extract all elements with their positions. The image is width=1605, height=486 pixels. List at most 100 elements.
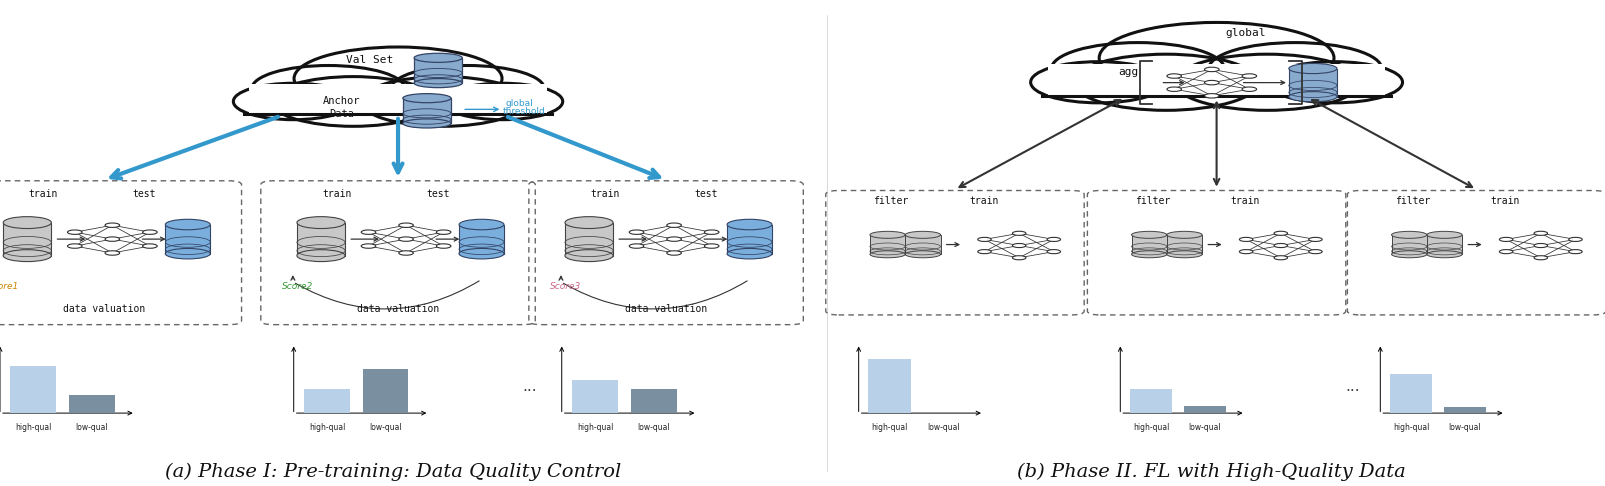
Text: (b) Phase II. FL with High-Quality Data: (b) Phase II. FL with High-Quality Data (1018, 463, 1406, 481)
Circle shape (361, 230, 376, 234)
Text: train: train (591, 189, 620, 199)
Text: filter: filter (873, 196, 908, 206)
FancyBboxPatch shape (1167, 235, 1202, 254)
Text: data valuation: data valuation (624, 304, 708, 314)
Circle shape (1242, 74, 1257, 78)
Ellipse shape (297, 250, 345, 261)
Ellipse shape (3, 250, 51, 261)
Circle shape (1013, 243, 1026, 247)
Circle shape (1499, 237, 1514, 242)
Text: train: train (1491, 196, 1520, 206)
Ellipse shape (1132, 251, 1167, 258)
Circle shape (977, 237, 992, 242)
Text: data valuation: data valuation (356, 304, 440, 314)
Circle shape (104, 223, 120, 227)
FancyBboxPatch shape (165, 225, 210, 254)
Circle shape (392, 66, 544, 112)
Circle shape (1209, 43, 1382, 95)
Text: high-qual: high-qual (308, 422, 345, 432)
Circle shape (104, 237, 120, 242)
Ellipse shape (1289, 92, 1337, 102)
Circle shape (666, 223, 682, 227)
Circle shape (361, 244, 376, 248)
Ellipse shape (565, 217, 613, 228)
Text: global: global (1225, 29, 1266, 38)
Circle shape (1308, 250, 1323, 254)
Ellipse shape (1392, 251, 1427, 258)
Circle shape (1568, 237, 1583, 242)
Circle shape (1534, 256, 1547, 260)
Text: test: test (133, 189, 156, 199)
Circle shape (361, 77, 525, 126)
Bar (573, 380, 618, 413)
Circle shape (666, 237, 682, 242)
Ellipse shape (565, 250, 613, 261)
Ellipse shape (414, 79, 462, 87)
Text: high-qual: high-qual (1393, 422, 1430, 432)
Text: threshold: threshold (502, 107, 546, 116)
FancyBboxPatch shape (870, 235, 905, 254)
Ellipse shape (905, 251, 941, 258)
Bar (305, 389, 350, 413)
Circle shape (1568, 250, 1583, 254)
Circle shape (666, 251, 682, 255)
FancyBboxPatch shape (459, 225, 504, 254)
FancyBboxPatch shape (403, 98, 451, 123)
Circle shape (1046, 237, 1061, 242)
Circle shape (1274, 231, 1287, 235)
Circle shape (1204, 94, 1220, 98)
Text: high-qual: high-qual (1133, 422, 1170, 432)
Ellipse shape (1289, 64, 1337, 73)
Circle shape (1030, 62, 1167, 103)
Text: Anchor: Anchor (323, 97, 361, 106)
Circle shape (1204, 80, 1220, 85)
Bar (1390, 374, 1432, 413)
Circle shape (1204, 67, 1220, 71)
Text: data valuation: data valuation (63, 304, 146, 314)
Ellipse shape (727, 248, 772, 259)
Circle shape (1099, 22, 1334, 93)
Circle shape (1046, 250, 1061, 254)
Text: ...: ... (1345, 379, 1361, 394)
Circle shape (1274, 243, 1287, 247)
Text: high-qual: high-qual (576, 422, 613, 432)
FancyBboxPatch shape (565, 223, 613, 256)
Circle shape (1239, 237, 1254, 242)
Circle shape (143, 230, 157, 234)
Text: global: global (506, 99, 533, 108)
Text: low-qual: low-qual (637, 422, 669, 432)
Text: high-qual: high-qual (14, 422, 51, 432)
FancyBboxPatch shape (414, 58, 462, 83)
Circle shape (629, 244, 644, 248)
Circle shape (1266, 62, 1403, 103)
FancyBboxPatch shape (249, 85, 547, 114)
Ellipse shape (403, 119, 451, 128)
Text: low-qual: low-qual (1189, 422, 1221, 432)
Circle shape (252, 66, 404, 112)
Bar (868, 360, 910, 413)
FancyBboxPatch shape (297, 223, 345, 256)
Text: (a) Phase I: Pre-training: Data Quality Control: (a) Phase I: Pre-training: Data Quality … (165, 463, 621, 481)
Text: low-qual: low-qual (75, 422, 108, 432)
Ellipse shape (727, 219, 772, 230)
Ellipse shape (1427, 231, 1462, 238)
Circle shape (443, 83, 563, 120)
Text: low-qual: low-qual (928, 422, 960, 432)
Bar (1184, 405, 1226, 413)
Ellipse shape (459, 248, 504, 259)
Circle shape (104, 251, 120, 255)
Circle shape (1074, 54, 1258, 110)
Circle shape (67, 230, 82, 234)
Ellipse shape (459, 219, 504, 230)
Circle shape (143, 244, 157, 248)
Ellipse shape (297, 217, 345, 228)
Ellipse shape (414, 53, 462, 62)
Ellipse shape (1392, 231, 1427, 238)
FancyBboxPatch shape (1048, 64, 1385, 96)
Text: Score2: Score2 (282, 282, 313, 291)
Ellipse shape (1167, 251, 1202, 258)
Circle shape (977, 250, 992, 254)
Circle shape (398, 251, 414, 255)
Circle shape (271, 77, 435, 126)
Text: filter: filter (1395, 196, 1430, 206)
